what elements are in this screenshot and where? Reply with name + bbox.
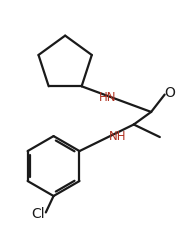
Text: O: O: [164, 86, 175, 100]
Text: NH: NH: [109, 130, 126, 143]
Text: Cl: Cl: [31, 207, 45, 221]
Text: HN: HN: [99, 91, 116, 104]
